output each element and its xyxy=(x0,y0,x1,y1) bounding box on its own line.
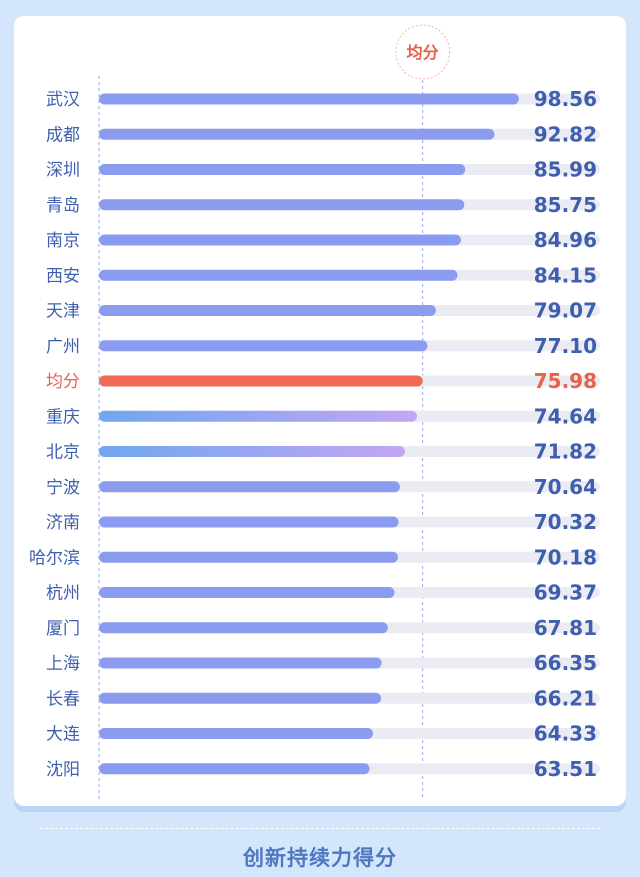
value-label: 71.82 xyxy=(534,440,597,464)
category-label: 深圳 xyxy=(46,161,80,181)
value-label: 64.33 xyxy=(534,722,597,746)
value-label: 85.99 xyxy=(534,158,597,182)
category-label: 宁波 xyxy=(46,478,80,498)
category-label: 长春 xyxy=(46,689,80,709)
bar xyxy=(99,410,417,422)
value-label: 74.64 xyxy=(534,404,597,428)
value-label: 67.81 xyxy=(534,616,597,640)
category-label: 西安 xyxy=(46,266,80,286)
value-label: 70.64 xyxy=(534,475,597,499)
category-label: 均分 xyxy=(46,372,80,392)
value-label: 70.18 xyxy=(534,545,597,569)
category-label: 大连 xyxy=(46,725,80,745)
value-label: 63.51 xyxy=(534,757,597,781)
bar xyxy=(99,93,519,105)
value-label: 98.56 xyxy=(534,87,597,111)
category-label: 成都 xyxy=(46,125,80,145)
value-label: 66.35 xyxy=(534,651,597,675)
bar xyxy=(99,622,388,634)
average-marker-circle xyxy=(395,24,451,80)
bar xyxy=(99,128,495,140)
average-bar xyxy=(99,375,423,387)
footer-divider xyxy=(40,828,600,829)
bar xyxy=(99,728,374,739)
bar xyxy=(99,199,465,211)
bar xyxy=(99,692,382,704)
bar xyxy=(99,269,458,281)
category-label: 北京 xyxy=(46,443,80,463)
category-label: 杭州 xyxy=(46,584,80,604)
value-label: 75.98 xyxy=(534,369,597,393)
bar xyxy=(99,234,461,246)
value-labels: 98.56 92.82 85.99 85.75 84.96 84.15 79.07 77.10… xyxy=(534,87,597,781)
bar xyxy=(99,763,370,775)
bar xyxy=(99,516,399,528)
category-label: 武汉 xyxy=(46,90,80,110)
average-marker: 均分 xyxy=(395,24,451,80)
value-label: 84.15 xyxy=(534,263,597,287)
value-label: 70.32 xyxy=(534,510,597,534)
bar xyxy=(99,446,405,457)
category-label: 沈阳 xyxy=(46,760,80,780)
bar xyxy=(99,305,436,316)
category-label: 上海 xyxy=(46,654,80,674)
bar xyxy=(99,481,400,493)
category-label: 南京 xyxy=(46,231,80,251)
category-label: 哈尔滨 xyxy=(29,548,80,568)
category-label: 天津 xyxy=(46,302,80,322)
bar xyxy=(99,551,398,563)
value-label: 69.37 xyxy=(534,581,597,605)
category-label: 青岛 xyxy=(46,196,80,216)
category-label: 广州 xyxy=(46,337,80,357)
category-label: 厦门 xyxy=(46,619,80,639)
chart-title: 创新持续力得分 xyxy=(243,846,397,870)
bar xyxy=(99,164,466,175)
value-label: 84.96 xyxy=(534,228,597,252)
bars xyxy=(99,93,519,775)
value-label: 77.10 xyxy=(534,334,597,358)
category-labels: 武汉成都深圳青岛南京西安天津广州均分重庆北京宁波济南哈尔滨杭州厦门上海长春大连沈… xyxy=(29,90,80,780)
bar-tracks xyxy=(99,93,600,775)
bar xyxy=(99,657,382,669)
category-label: 重庆 xyxy=(46,407,80,427)
bar xyxy=(99,587,395,598)
value-label: 92.82 xyxy=(534,122,597,146)
value-label: 85.75 xyxy=(534,193,597,217)
value-label: 66.21 xyxy=(534,686,597,710)
category-label: 济南 xyxy=(46,513,80,533)
value-label: 79.07 xyxy=(534,299,597,323)
bar xyxy=(99,340,428,352)
guide-lines xyxy=(98,76,424,800)
average-marker-label: 均分 xyxy=(407,43,439,62)
